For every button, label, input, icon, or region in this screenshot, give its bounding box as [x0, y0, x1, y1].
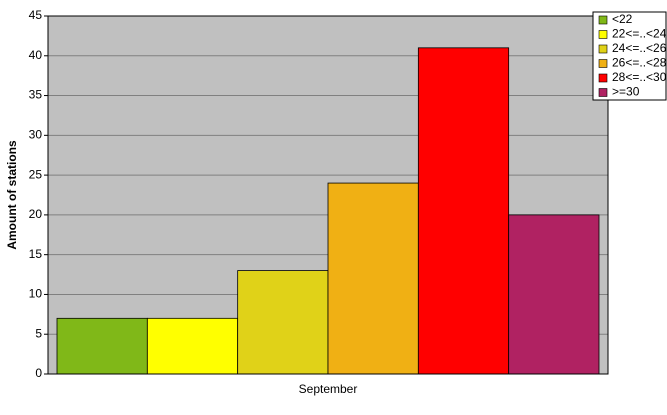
- y-axis-label: Amount of stations: [5, 140, 19, 250]
- bars: [56, 47, 600, 375]
- bar: [327, 182, 419, 375]
- y-tick-label: 25: [29, 167, 43, 181]
- y-tick-label: 20: [29, 207, 43, 221]
- y-tick-label: 15: [29, 247, 43, 261]
- legend-swatch: [598, 73, 608, 83]
- legend-box: [592, 11, 667, 101]
- legend: <2222<=..<2424<=..<2626<=..<2828<=..<30>…: [592, 11, 667, 101]
- y-tick-label: 0: [35, 366, 42, 380]
- y-tick-label: 30: [29, 128, 43, 142]
- legend-swatch: [598, 88, 608, 97]
- bar: [417, 47, 510, 375]
- y-tick-label: 45: [29, 8, 43, 22]
- x-tick-label: September: [299, 382, 358, 396]
- bar: [237, 270, 329, 375]
- legend-label: >=30: [612, 85, 640, 99]
- legend-label: 26<=..<28: [612, 56, 667, 70]
- y-tick-label: 5: [35, 326, 42, 340]
- plot-border: [47, 15, 609, 375]
- legend-label: 22<=..<24: [612, 27, 667, 41]
- legend-label: 24<=..<26: [612, 41, 667, 55]
- legend-swatch: [598, 59, 608, 68]
- y-tick-label: 40: [29, 48, 43, 62]
- bar: [146, 317, 239, 375]
- legend-label: 28<=..<30: [612, 70, 667, 84]
- bar: [56, 317, 148, 375]
- legend-swatch: [598, 15, 608, 25]
- legend-swatch: [598, 30, 608, 39]
- legend-swatch: [598, 44, 608, 54]
- bar: [508, 214, 600, 375]
- y-tick-label: 10: [29, 287, 43, 301]
- legend-label: <22: [612, 12, 633, 26]
- y-tick-label: 35: [29, 88, 43, 102]
